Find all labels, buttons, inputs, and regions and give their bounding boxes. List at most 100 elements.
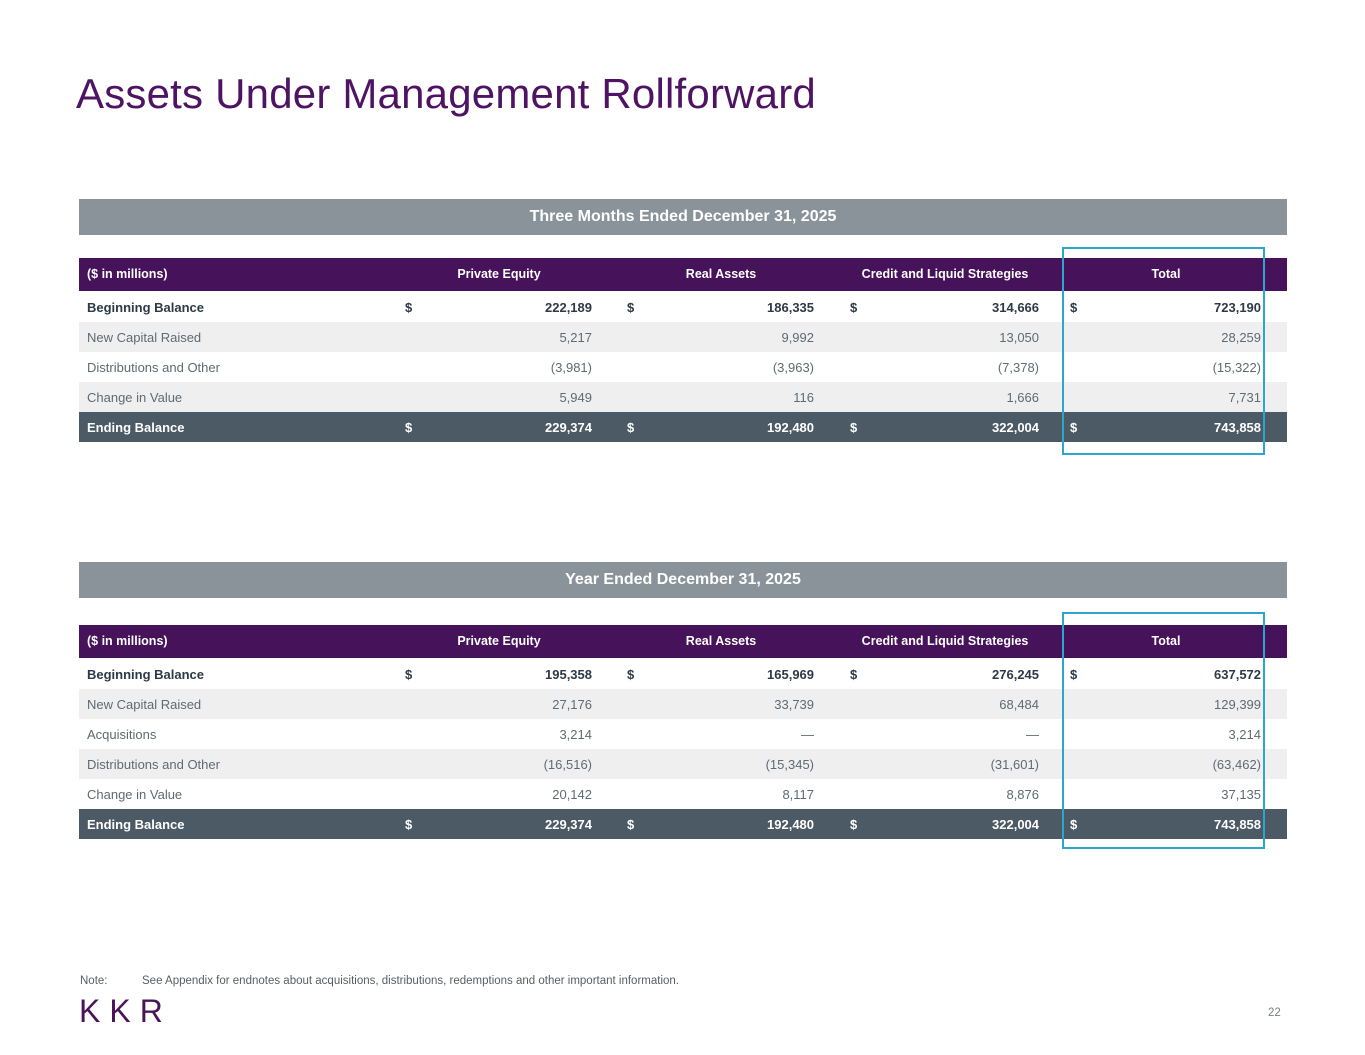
cell-value: — bbox=[801, 726, 815, 742]
cell-value: 8,876 bbox=[1006, 786, 1040, 802]
cell-value: 743,858 bbox=[1099, 412, 1264, 442]
section-banner-year: Year Ended December 31, 2025 bbox=[79, 562, 1287, 598]
column-header-real-assets: Real Assets bbox=[626, 258, 817, 294]
dollar-sign: $ bbox=[404, 412, 434, 442]
dollar-sign: $ bbox=[405, 667, 413, 683]
cell-value: 1,666 bbox=[879, 382, 1042, 412]
footnote: Note: See Appendix for endnotes about acq… bbox=[80, 975, 679, 987]
cell-value: 186,335 bbox=[767, 300, 815, 316]
dollar-sign: $ bbox=[1070, 300, 1078, 316]
cell-value: (3,981) bbox=[550, 359, 592, 375]
aum-table-year: ($ in millions) Private Equity Real Asse… bbox=[79, 625, 1288, 839]
unit-label: ($ in millions) bbox=[79, 625, 404, 661]
cell-value: 9,992 bbox=[656, 322, 817, 352]
table-row: Change in Value 20,142 8,117 8,876 37,13… bbox=[79, 779, 1287, 809]
cell-value: 723,190 bbox=[1214, 300, 1262, 316]
aum-table-quarter: ($ in millions) Private Equity Real Asse… bbox=[79, 258, 1288, 442]
cell-value: 27,176 bbox=[434, 689, 594, 719]
table-row-ending-balance: Ending Balance $ 229,374 $ 192,480 $ 322… bbox=[79, 809, 1288, 839]
cell-value: 165,969 bbox=[767, 667, 815, 683]
kkr-logo: KKR bbox=[79, 993, 172, 1029]
dollar-sign: $ bbox=[405, 300, 413, 316]
table-row-ending-balance: Ending Balance $ 229,374 $ 192,480 $ 322… bbox=[79, 412, 1288, 442]
cell-value: — bbox=[1026, 726, 1040, 742]
dollar-sign: $ bbox=[849, 412, 880, 442]
cell-value: 743,858 bbox=[1099, 809, 1264, 839]
row-label: Acquisitions bbox=[87, 726, 157, 742]
row-label: Change in Value bbox=[79, 382, 404, 412]
cell-value: 192,480 bbox=[656, 809, 817, 839]
row-label: Distributions and Other bbox=[79, 749, 404, 779]
table-header-row: ($ in millions) Private Equity Real Asse… bbox=[79, 625, 1288, 661]
dollar-sign: $ bbox=[1070, 667, 1078, 683]
cell-value: 322,004 bbox=[879, 809, 1042, 839]
cell-value: 229,374 bbox=[434, 412, 594, 442]
cell-value: (31,601) bbox=[879, 749, 1042, 779]
cell-value: 3,214 bbox=[559, 726, 592, 742]
cell-value: 3,214 bbox=[1228, 726, 1262, 742]
cell-value: 33,739 bbox=[656, 689, 817, 719]
cell-value: 28,259 bbox=[1099, 322, 1264, 352]
cell-value: 637,572 bbox=[1214, 667, 1262, 683]
row-label: New Capital Raised bbox=[79, 689, 404, 719]
table-row: Beginning Balance $ 222,189 $ 186,335 $ … bbox=[79, 292, 1287, 322]
cell-value: 314,666 bbox=[992, 300, 1040, 316]
row-label: New Capital Raised bbox=[79, 322, 404, 352]
table-row: Distributions and Other (16,516) (15,345… bbox=[79, 749, 1288, 779]
cell-value: (3,963) bbox=[772, 359, 815, 375]
dollar-sign: $ bbox=[849, 809, 880, 839]
dollar-sign: $ bbox=[626, 809, 656, 839]
table-row: New Capital Raised 27,176 33,739 68,484 … bbox=[79, 689, 1288, 719]
cell-value: (15,322) bbox=[1212, 359, 1262, 375]
table-row: Distributions and Other (3,981) (3,963) … bbox=[79, 352, 1287, 382]
cell-value: (15,345) bbox=[656, 749, 817, 779]
year-table-section: Year Ended December 31, 2025 ($ in milli… bbox=[79, 562, 1288, 849]
cell-value: 276,245 bbox=[992, 667, 1040, 683]
row-label: Beginning Balance bbox=[87, 300, 205, 316]
dollar-sign: $ bbox=[404, 809, 434, 839]
note-label: Note: bbox=[80, 975, 108, 987]
column-header-credit: Credit and Liquid Strategies bbox=[849, 258, 1042, 294]
cell-value: 222,189 bbox=[545, 300, 592, 316]
cell-value: 13,050 bbox=[879, 322, 1042, 352]
page-number: 22 bbox=[1268, 1007, 1281, 1019]
column-header-total: Total bbox=[1069, 625, 1264, 661]
column-header-real-assets: Real Assets bbox=[626, 625, 817, 661]
cell-value: 129,399 bbox=[1099, 689, 1264, 719]
cell-value: 195,358 bbox=[545, 667, 592, 683]
note-text: See Appendix for endnotes about acquisit… bbox=[142, 975, 679, 987]
row-label: Ending Balance bbox=[79, 412, 404, 442]
column-header-total: Total bbox=[1069, 258, 1264, 294]
cell-value: (7,378) bbox=[997, 359, 1040, 375]
dollar-sign: $ bbox=[626, 412, 656, 442]
cell-value: (63,462) bbox=[1099, 749, 1264, 779]
row-label: Distributions and Other bbox=[87, 359, 220, 375]
table-row: Acquisitions 3,214 — — 3,214 bbox=[79, 719, 1287, 749]
page-title: Assets Under Management Rollforward bbox=[76, 70, 816, 117]
section-banner-quarter: Three Months Ended December 31, 2025 bbox=[79, 199, 1287, 235]
cell-value: 37,135 bbox=[1221, 786, 1262, 802]
cell-value: 229,374 bbox=[434, 809, 594, 839]
dollar-sign: $ bbox=[850, 667, 858, 683]
dollar-sign: $ bbox=[1069, 412, 1100, 442]
dollar-sign: $ bbox=[627, 300, 635, 316]
cell-value: 192,480 bbox=[656, 412, 817, 442]
column-header-private-equity: Private Equity bbox=[404, 625, 594, 661]
table-row: Change in Value 5,949 116 1,666 7,731 bbox=[79, 382, 1288, 412]
column-header-credit: Credit and Liquid Strategies bbox=[849, 625, 1042, 661]
cell-value: 20,142 bbox=[552, 786, 592, 802]
row-label: Beginning Balance bbox=[87, 667, 205, 683]
cell-value: 8,117 bbox=[782, 786, 815, 802]
table-header-row: ($ in millions) Private Equity Real Asse… bbox=[79, 258, 1288, 294]
column-header-private-equity: Private Equity bbox=[404, 258, 594, 294]
row-label: Change in Value bbox=[87, 786, 183, 802]
dollar-sign: $ bbox=[1069, 809, 1100, 839]
cell-value: (16,516) bbox=[434, 749, 594, 779]
dollar-sign: $ bbox=[627, 667, 635, 683]
quarter-table-section: Three Months Ended December 31, 2025 ($ … bbox=[79, 199, 1288, 455]
cell-value: 322,004 bbox=[879, 412, 1042, 442]
cell-value: 68,484 bbox=[879, 689, 1042, 719]
dollar-sign: $ bbox=[850, 300, 858, 316]
cell-value: 5,217 bbox=[434, 322, 594, 352]
cell-value: 5,949 bbox=[434, 382, 594, 412]
